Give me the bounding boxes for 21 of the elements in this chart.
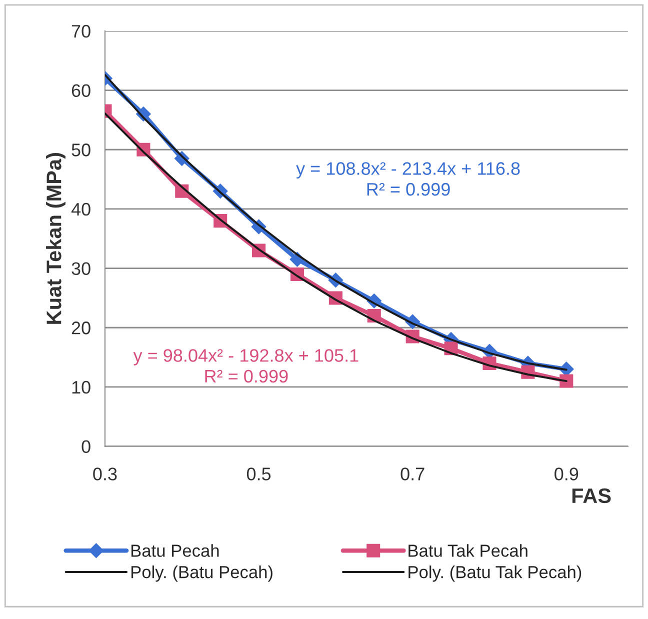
x-axis-title: FAS bbox=[572, 488, 611, 504]
legend-label: Poly. (Batu Tak Pecah) bbox=[408, 566, 582, 582]
y-tick-label: 30 bbox=[72, 262, 90, 276]
x-tick-label: 0.7 bbox=[400, 468, 424, 480]
x-tick-label: 0.5 bbox=[246, 468, 271, 480]
legend-label: Batu Tak Pecah bbox=[408, 544, 528, 557]
y-tick-label: 40 bbox=[71, 202, 90, 216]
y-axis-title: Kuat Tekan (MPa) bbox=[46, 153, 66, 324]
y-tick-label: 70 bbox=[72, 24, 90, 38]
y-tick-label: 0 bbox=[82, 440, 90, 454]
y-tick-label: 50 bbox=[72, 144, 90, 156]
y-tick-label: 20 bbox=[72, 322, 90, 334]
y-tick-label: 10 bbox=[72, 380, 90, 394]
y-tick-label: 60 bbox=[72, 84, 90, 98]
legend-label: Poly. (Batu Pecah) bbox=[131, 566, 272, 582]
x-tick-label: 0.9 bbox=[554, 468, 578, 480]
x-tick-label: 0.3 bbox=[93, 468, 117, 480]
point bbox=[560, 374, 574, 388]
legend-label: Batu Pecah bbox=[131, 544, 219, 557]
annotation: y = 108.8x² - 213.4x + 116.8 R² = 0.999 bbox=[296, 162, 520, 196]
annotation: y = 98.04x² - 192.8x + 105.1 R² = 0.999 bbox=[133, 349, 358, 383]
